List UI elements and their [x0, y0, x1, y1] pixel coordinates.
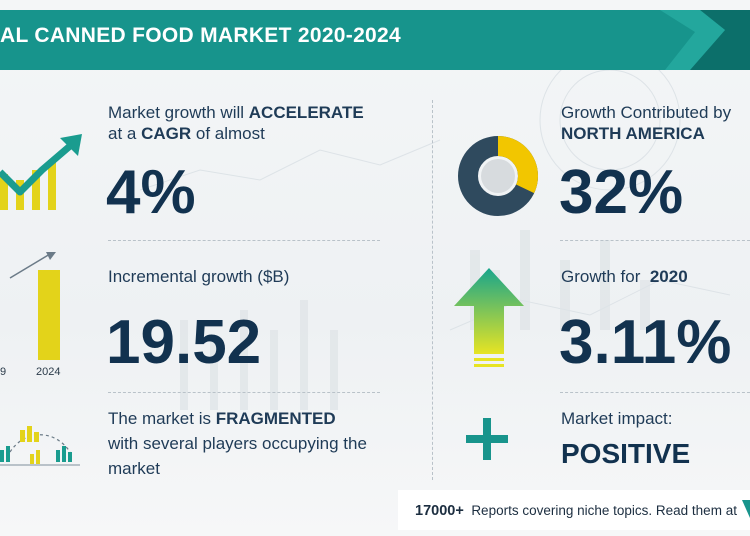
impact-value: POSITIVE [561, 438, 691, 469]
divider-right-2 [560, 392, 750, 393]
header-banner [0, 10, 750, 70]
year-start-label: 9 [0, 366, 7, 378]
fragmented-emph: FRAGMENTED [215, 409, 336, 428]
growth-label-emph: ACCELERATE [248, 103, 364, 122]
growth-label-line1: Market growth will ACCELERATE [108, 103, 364, 123]
donut-chart-icon [458, 136, 538, 216]
year-growth-prefix: Growth for [561, 267, 646, 286]
market-players-icon [0, 426, 80, 466]
region-line1: Growth Contributed by [561, 103, 732, 122]
year-growth-year: 2020 [649, 267, 688, 286]
impact-label: Market impact: [561, 409, 673, 428]
incremental-value: 19.52 [106, 308, 262, 377]
footer-count: 17000+ [415, 503, 464, 519]
footer-text: 17000+ Reports covering niche topics. Re… [415, 503, 737, 519]
column-divider [432, 100, 433, 480]
fragmented-prefix: The market is [108, 409, 216, 428]
year-growth-label: Growth for 2020 [561, 267, 688, 287]
growth-label-prefix: Market growth will [108, 103, 249, 122]
divider-right-1 [560, 240, 750, 241]
footer-strip: 17000+ Reports covering niche topics. Re… [398, 490, 750, 530]
plus-icon [466, 418, 508, 460]
year-end-label: 2024 [36, 366, 61, 378]
growth-chart-icon [0, 134, 82, 210]
fragmented-line1: The market is FRAGMENTED [108, 409, 336, 429]
year-growth-value: 3.11% [559, 308, 732, 377]
up-arrow-icon [454, 268, 524, 367]
fragmented-line2: with several players occupying the [108, 434, 367, 453]
divider-left-2 [108, 392, 380, 393]
fragmented-line3: market [108, 459, 160, 478]
cagr-prefix: at a [108, 124, 142, 143]
logo-icon [742, 500, 750, 518]
page-title: AL CANNED FOOD MARKET 2020-2024 [0, 24, 401, 47]
growth-label-line2: at a CAGR of almost [108, 124, 265, 144]
incremental-label: Incremental growth ($B) [108, 267, 290, 286]
bar-comparison-icon [9, 252, 60, 360]
region-value: 32% [559, 158, 684, 227]
cagr-emph: CAGR [141, 124, 192, 143]
cagr-suffix: of almost [195, 124, 265, 143]
divider-left-1 [108, 240, 380, 241]
footer-message: Reports covering niche topics. Read them… [471, 503, 737, 518]
cagr-value: 4% [106, 158, 196, 227]
region-line2: NORTH AMERICA [561, 124, 705, 143]
